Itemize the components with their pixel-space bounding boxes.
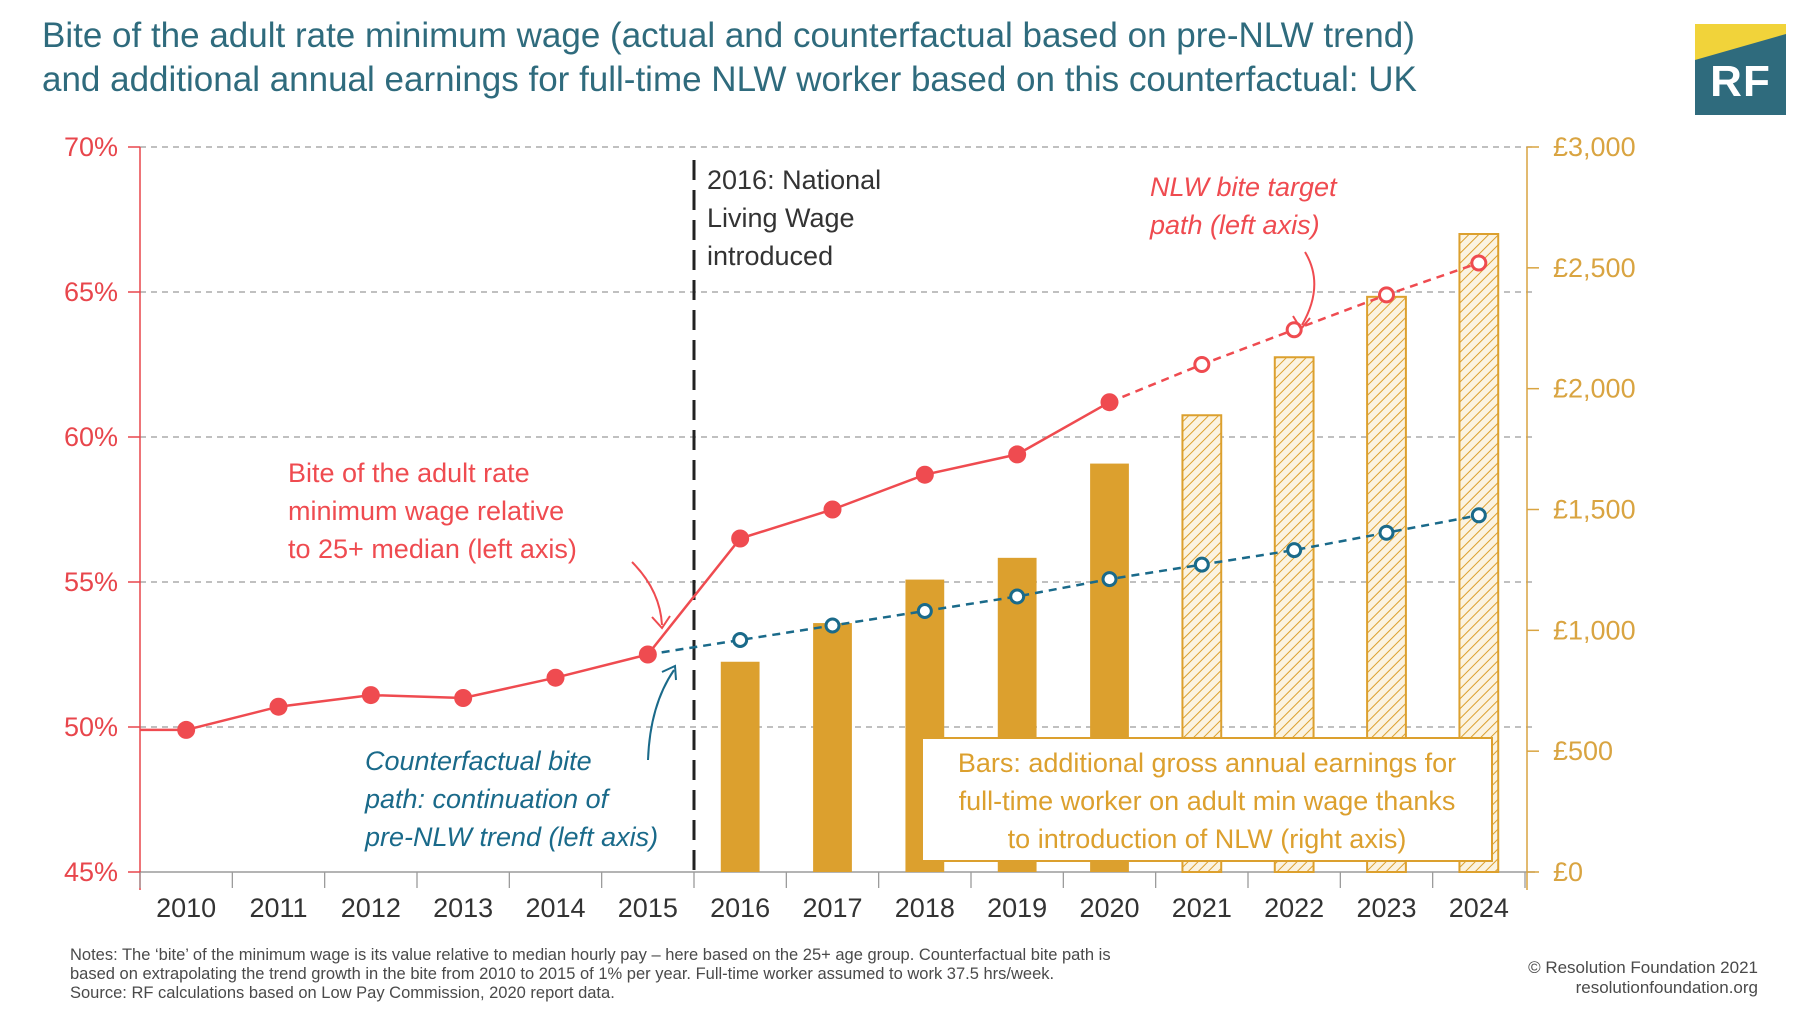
target-bite-point xyxy=(1193,356,1211,373)
x-axis-tick-label: 2019 xyxy=(987,893,1047,923)
left-axis-tick-label: 70% xyxy=(64,132,118,162)
left-axis-tick-label: 60% xyxy=(64,422,118,452)
x-axis-tick-label: 2020 xyxy=(1079,893,1139,923)
actual-bite-point xyxy=(638,645,657,664)
right-axis-tick-label: £500 xyxy=(1553,736,1613,766)
title-line-2: and additional annual earnings for full-… xyxy=(42,60,1417,99)
notes-line-1: Notes: The ‘bite’ of the minimum wage is… xyxy=(70,946,1111,964)
target-bite-point xyxy=(1470,254,1488,272)
logo-flag-shape xyxy=(1695,24,1786,60)
credit: © Resolution Foundation 2021 resolutionf… xyxy=(1528,958,1758,998)
notes-line-3: Source: RF calculations based on Low Pay… xyxy=(70,984,615,1002)
x-axis-tick-label: 2022 xyxy=(1264,893,1324,923)
actual-bite-point xyxy=(915,465,934,484)
bar xyxy=(813,623,852,872)
x-axis-tick-label: 2010 xyxy=(156,893,216,923)
annotation-intro-line1: 2016: National xyxy=(707,165,881,195)
annotation-bars-line3: to introduction of NLW (right axis) xyxy=(1008,824,1407,854)
x-axis-tick-label: 2016 xyxy=(710,893,770,923)
actual-bite-point xyxy=(454,689,473,707)
x-axis-tick-label: 2021 xyxy=(1172,893,1232,923)
annotation-bars-box xyxy=(921,737,1493,862)
counterfactual-bite-point xyxy=(824,617,841,634)
actual-bite-point xyxy=(177,720,196,739)
annotation-cf-arrowhead xyxy=(661,664,677,681)
annotation-target-arrowhead xyxy=(1292,315,1311,331)
x-axis-tick-label: 2023 xyxy=(1356,893,1416,923)
right-axis-tick-label: £1,500 xyxy=(1553,495,1636,525)
counterfactual-bite-point xyxy=(1193,556,1210,573)
notes-line-2: based on extrapolating the trend growth … xyxy=(70,965,1055,983)
annotation-cf-line3: pre-NLW trend (left axis) xyxy=(364,822,658,852)
annotation-target-arrow xyxy=(1301,251,1316,326)
x-axis-tick-label: 2012 xyxy=(341,893,401,923)
actual-bite-line xyxy=(185,401,1111,732)
right-axis-tick-label: £1,000 xyxy=(1553,615,1636,645)
x-axis-tick-label: 2024 xyxy=(1449,893,1509,923)
annotation-bars-line2: full-time worker on adult min wage thank… xyxy=(959,786,1456,816)
annotation-target-line2: path (left axis) xyxy=(1149,210,1320,240)
actual-bite-point xyxy=(546,668,565,687)
actual-bite-point xyxy=(361,686,380,705)
counterfactual-bite-line xyxy=(647,514,1480,656)
notes: Notes: The ‘bite’ of the minimum wage is… xyxy=(70,946,1111,1003)
counterfactual-bite-point xyxy=(1101,571,1118,588)
left-axis-tick-label: 55% xyxy=(64,567,118,597)
left-axis-tick-label: 45% xyxy=(64,857,118,887)
counterfactual-bite-point xyxy=(1009,588,1026,605)
counterfactual-bite-point xyxy=(1286,542,1303,559)
credit-line-2: resolutionfoundation.org xyxy=(1575,978,1758,997)
annotation-cf-line2: path: continuation of xyxy=(364,784,611,814)
right-axis-tick-label: £0 xyxy=(1553,857,1583,887)
right-axis-tick-label: £2,000 xyxy=(1553,374,1636,404)
x-axis-tick-label: 2017 xyxy=(802,893,862,923)
annotation-bite-line1: Bite of the adult rate xyxy=(288,458,530,488)
x-axis-tick-label: 2011 xyxy=(249,893,307,923)
counterfactual-bite-point xyxy=(916,603,933,619)
x-axis-tick-label: 2013 xyxy=(433,893,493,923)
x-axis-tick-label: 2018 xyxy=(895,893,955,923)
actual-bite-point xyxy=(731,529,750,548)
bar xyxy=(720,661,760,872)
left-axis-tick-label: 50% xyxy=(64,712,118,742)
target-bite-point xyxy=(1378,286,1395,304)
annotation-cf-arrow xyxy=(647,669,675,761)
actual-bite-point xyxy=(823,500,842,519)
right-axis-tick-label: £3,000 xyxy=(1553,132,1636,162)
counterfactual-bite-point xyxy=(1378,524,1395,541)
actual-bite-point xyxy=(269,697,288,716)
x-axis-tick-label: 2014 xyxy=(525,893,585,923)
annotation-target-line1: NLW bite target xyxy=(1150,172,1338,202)
annotation-intro-line2: Living Wage xyxy=(707,203,855,233)
right-axis-tick-label: £2,500 xyxy=(1553,253,1636,283)
counterfactual-bite-point xyxy=(1470,507,1487,524)
actual-bite-point xyxy=(1100,393,1119,412)
annotation-bite-arrow xyxy=(631,561,663,626)
chart-canvas: 45% 50% 55% 60% 65% 70% £0 £500 £1,000 £1,500 £2,0… xyxy=(64,132,1636,923)
x-axis-tick-label: 2015 xyxy=(618,893,678,923)
counterfactual-bite-point xyxy=(732,632,749,648)
logo-text: RF xyxy=(1710,57,1771,106)
annotation-intro-line3: introduced xyxy=(707,241,833,271)
annotation-bars-line1: Bars: additional gross annual earnings f… xyxy=(958,748,1456,778)
annotation-bite-arrowhead xyxy=(651,615,671,630)
chart-title: Bite of the adult rate minimum wage (act… xyxy=(42,14,1642,102)
annotation-cf-line1: Counterfactual bite xyxy=(365,746,592,776)
credit-line-1: © Resolution Foundation 2021 xyxy=(1528,958,1758,977)
rf-logo: RF xyxy=(1695,24,1786,115)
title-line-1: Bite of the adult rate minimum wage (act… xyxy=(42,16,1415,55)
left-axis-tick-label: 65% xyxy=(64,277,118,307)
annotation-bite-line2: minimum wage relative xyxy=(288,496,564,526)
annotation-bite-line3: to 25+ median (left axis) xyxy=(288,534,577,564)
actual-bite-point xyxy=(1008,445,1027,464)
